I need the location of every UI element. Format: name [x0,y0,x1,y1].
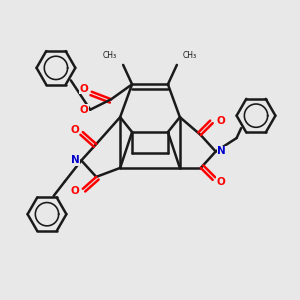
Text: O: O [70,186,79,196]
Text: N: N [71,155,80,166]
Text: CH₃: CH₃ [183,51,197,60]
Text: N: N [217,146,226,157]
Text: CH₃: CH₃ [103,51,117,60]
Text: O: O [217,116,225,126]
Text: O: O [217,177,225,187]
Text: O: O [70,125,79,135]
Text: O: O [80,105,89,115]
Text: O: O [80,84,88,94]
